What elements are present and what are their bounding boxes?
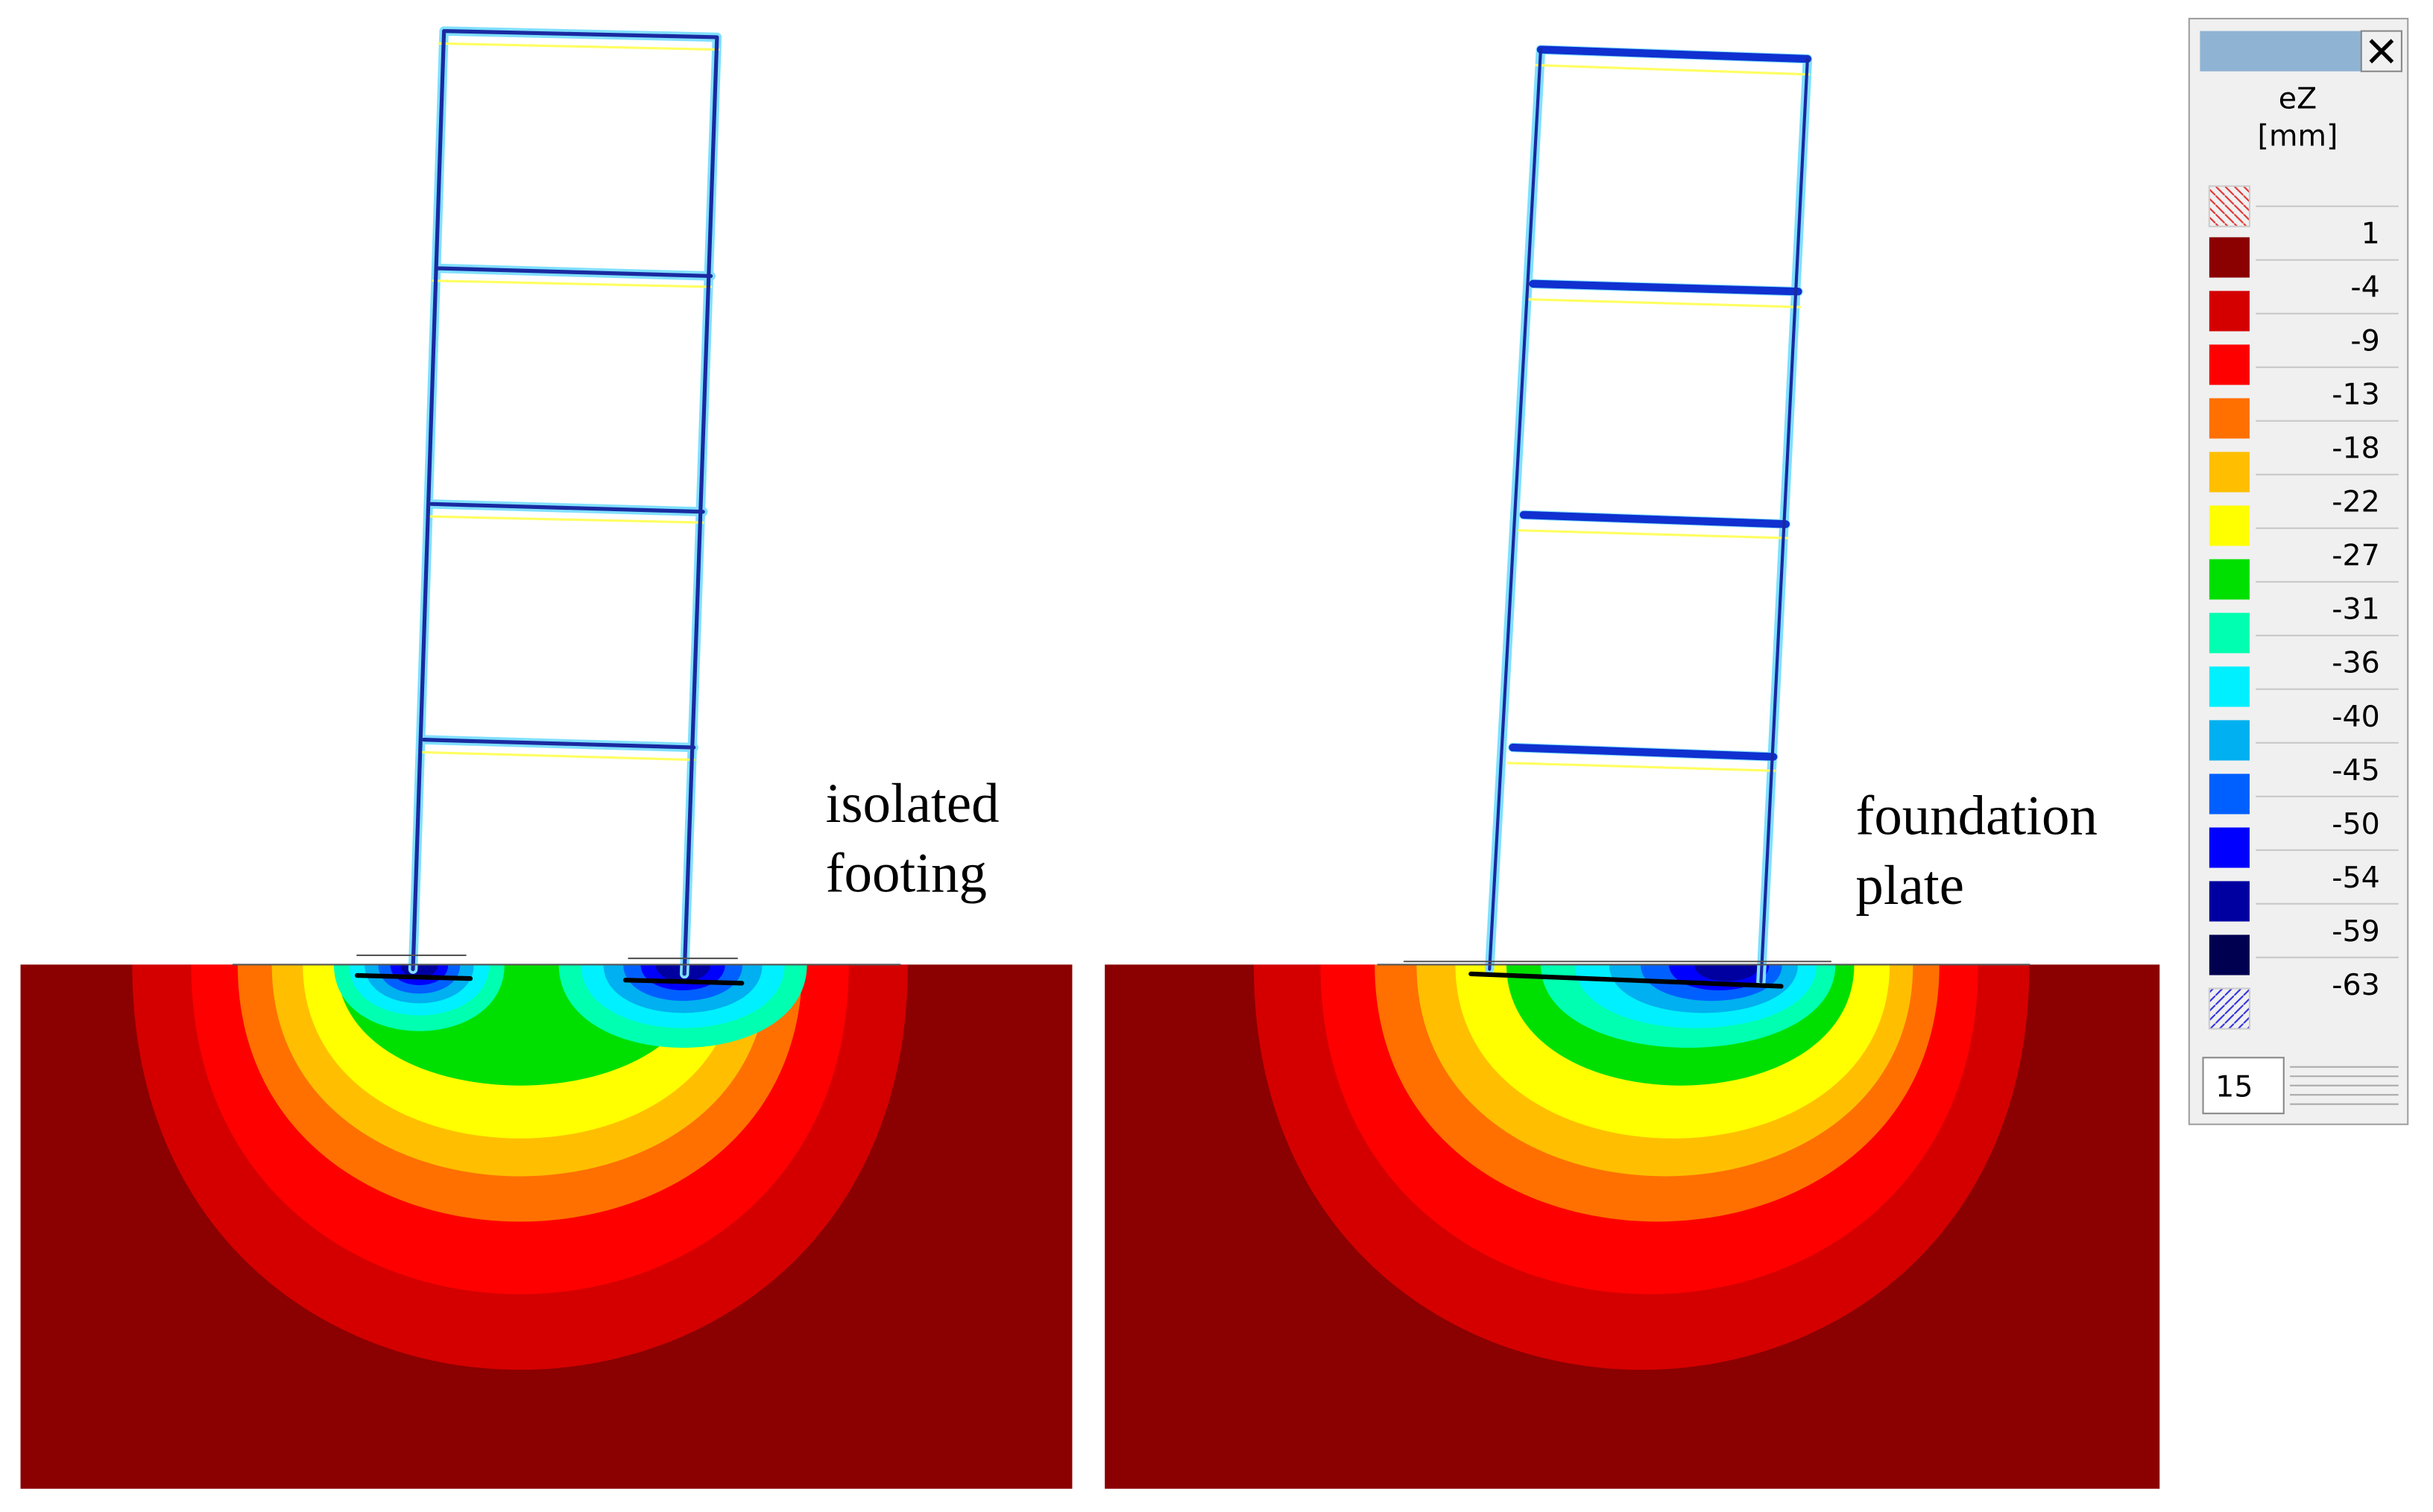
legend-swatch bbox=[2209, 505, 2250, 546]
legend-swatch bbox=[2209, 827, 2250, 868]
legend-unit: [mm] bbox=[2258, 119, 2338, 154]
legend-value: -50 bbox=[2332, 807, 2380, 841]
annotation: foundation bbox=[1855, 785, 2098, 847]
legend-swatch bbox=[2209, 452, 2250, 493]
legend-value: -9 bbox=[2350, 324, 2379, 358]
legend-swatch bbox=[2209, 344, 2250, 385]
legend-panel: eZ [mm] 15 1 -4 -9 -13 -18 -22 -27 -31 -36 -40 -45… bbox=[2188, 17, 2409, 1125]
legend-swatch bbox=[2209, 237, 2250, 278]
legend-value: -36 bbox=[2332, 646, 2380, 680]
swatch-below bbox=[2208, 987, 2251, 1030]
legend-value: -45 bbox=[2332, 753, 2380, 788]
contours-left bbox=[132, 964, 908, 1370]
legend-value: -40 bbox=[2332, 700, 2380, 734]
title-bar bbox=[2200, 31, 2361, 72]
legend-swatch bbox=[2209, 666, 2250, 707]
annotation: footing bbox=[826, 843, 987, 905]
spinner-input[interactable] bbox=[2202, 1057, 2285, 1115]
legend-swatch bbox=[2209, 720, 2250, 761]
legend-value: 1 bbox=[2361, 217, 2380, 251]
legend-value: -13 bbox=[2332, 378, 2380, 412]
legend-swatch bbox=[2209, 291, 2250, 332]
legend-swatch bbox=[2209, 398, 2250, 439]
close-icon bbox=[2369, 39, 2394, 64]
annotation: plate bbox=[1855, 855, 1964, 917]
contour bbox=[1694, 964, 1760, 981]
legend-swatch bbox=[2209, 881, 2250, 922]
legend-value: -31 bbox=[2332, 592, 2380, 627]
legend-swatch bbox=[2209, 774, 2250, 814]
spinner-value: 15 bbox=[2215, 1069, 2253, 1104]
frames bbox=[232, 26, 2030, 989]
legend-value: -18 bbox=[2332, 431, 2380, 466]
legend-value: -4 bbox=[2350, 271, 2379, 305]
legend-swatch bbox=[2209, 559, 2250, 600]
spinner-lines bbox=[2290, 1066, 2399, 1105]
legend-swatch bbox=[2209, 934, 2250, 975]
legend-value: -22 bbox=[2332, 485, 2380, 519]
legend-value: -59 bbox=[2332, 914, 2380, 949]
legend-value: -63 bbox=[2332, 968, 2380, 1002]
annotation: isolated bbox=[826, 773, 1000, 835]
legend-value: -54 bbox=[2332, 861, 2380, 895]
legend-value: -27 bbox=[2332, 539, 2380, 573]
legend-swatch bbox=[2209, 613, 2250, 654]
swatch-above bbox=[2208, 185, 2251, 227]
legend-title: eZ bbox=[2279, 82, 2317, 116]
